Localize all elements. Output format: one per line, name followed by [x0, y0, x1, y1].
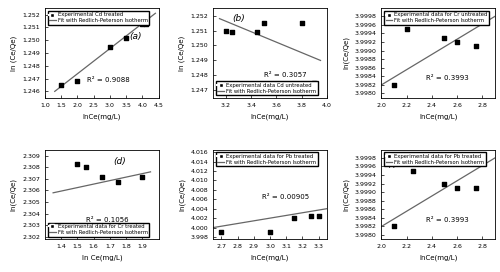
Point — [114, 180, 122, 184]
Point — [254, 30, 262, 34]
Y-axis label: ln (Ce/Qe): ln (Ce/Qe) — [178, 35, 185, 71]
X-axis label: lnCe(mg/L): lnCe(mg/L) — [419, 255, 458, 261]
Y-axis label: ln(Ce/Qe): ln(Ce/Qe) — [342, 36, 349, 69]
Point — [234, 157, 241, 161]
Text: (f): (f) — [388, 160, 398, 169]
Y-axis label: ln (Ce/Qe): ln (Ce/Qe) — [10, 35, 16, 71]
Point — [402, 27, 410, 31]
Text: R² = 0.00905: R² = 0.00905 — [262, 194, 309, 200]
Text: (a): (a) — [130, 32, 142, 41]
Point — [138, 21, 146, 26]
Point — [440, 36, 448, 40]
Point — [222, 28, 230, 33]
Point — [57, 229, 65, 233]
Y-axis label: ln(Ce/Qe): ln(Ce/Qe) — [10, 178, 16, 211]
Point — [106, 44, 114, 49]
X-axis label: ln Ce(mg/L): ln Ce(mg/L) — [82, 255, 122, 261]
Point — [98, 174, 106, 179]
X-axis label: lnCe(mg/L): lnCe(mg/L) — [251, 113, 289, 120]
Point — [138, 174, 146, 179]
Point — [390, 224, 398, 229]
Legend: Experimental data for Pb treated, Fit with Redlich-Peterson Isotherm: Experimental data for Pb treated, Fit wi… — [216, 152, 318, 166]
Text: (e): (e) — [224, 157, 237, 166]
Point — [478, 18, 486, 23]
Text: R² = 0.1056: R² = 0.1056 — [86, 217, 128, 222]
Point — [57, 83, 65, 87]
Point — [228, 30, 236, 34]
X-axis label: lnCe(mg/L): lnCe(mg/L) — [419, 113, 458, 120]
Point — [478, 160, 486, 164]
Text: (d): (d) — [113, 157, 126, 166]
Point — [74, 79, 82, 83]
Point — [122, 35, 130, 40]
Legend: Experimental data for Cr treated, Fit with Redlich-Peterson Isotherm: Experimental data for Cr treated, Fit wi… — [48, 223, 150, 237]
Point — [472, 186, 480, 190]
Point — [82, 165, 90, 169]
Point — [409, 169, 417, 173]
Point — [260, 21, 268, 25]
Point — [298, 21, 306, 25]
Text: R² = 0.3993: R² = 0.3993 — [426, 75, 469, 82]
Text: (c): (c) — [388, 18, 400, 27]
Point — [218, 230, 226, 234]
Text: R² = 0.3993: R² = 0.3993 — [426, 217, 469, 223]
Point — [74, 162, 82, 166]
Point — [440, 181, 448, 186]
Point — [142, 21, 150, 26]
Point — [266, 230, 274, 234]
Point — [453, 186, 461, 190]
Point — [314, 214, 322, 218]
Point — [453, 40, 461, 44]
Legend: Experimental data for Cr untreated, Fit with Redlich-Peterson Isotherm: Experimental data for Cr untreated, Fit … — [384, 11, 489, 25]
Text: R² = 0.3057: R² = 0.3057 — [264, 72, 306, 78]
Legend: Experimental data for Pb treated, Fit with Redlich-Peterson Isotherm: Experimental data for Pb treated, Fit wi… — [384, 152, 486, 166]
Point — [290, 216, 298, 220]
Point — [306, 214, 314, 218]
Point — [472, 44, 480, 48]
Legend: Experimental data Cd untreated, Fit with Redlich-Peterson Isotherm: Experimental data Cd untreated, Fit with… — [216, 81, 318, 95]
Point — [390, 83, 398, 87]
X-axis label: lnCe(mg/L): lnCe(mg/L) — [82, 113, 121, 120]
Text: (b): (b) — [232, 14, 245, 23]
Point — [310, 81, 318, 85]
Text: R² = 0.9088: R² = 0.9088 — [87, 77, 130, 83]
Legend: Experimental Cd treated, Fit with Redlich-Peterson Isotherm: Experimental Cd treated, Fit with Redlic… — [48, 11, 150, 25]
X-axis label: lnCe(mg/L): lnCe(mg/L) — [251, 255, 289, 261]
Y-axis label: ln(Ce/Qe): ln(Ce/Qe) — [178, 178, 185, 211]
Y-axis label: ln(Ce/Qe): ln(Ce/Qe) — [342, 178, 349, 211]
